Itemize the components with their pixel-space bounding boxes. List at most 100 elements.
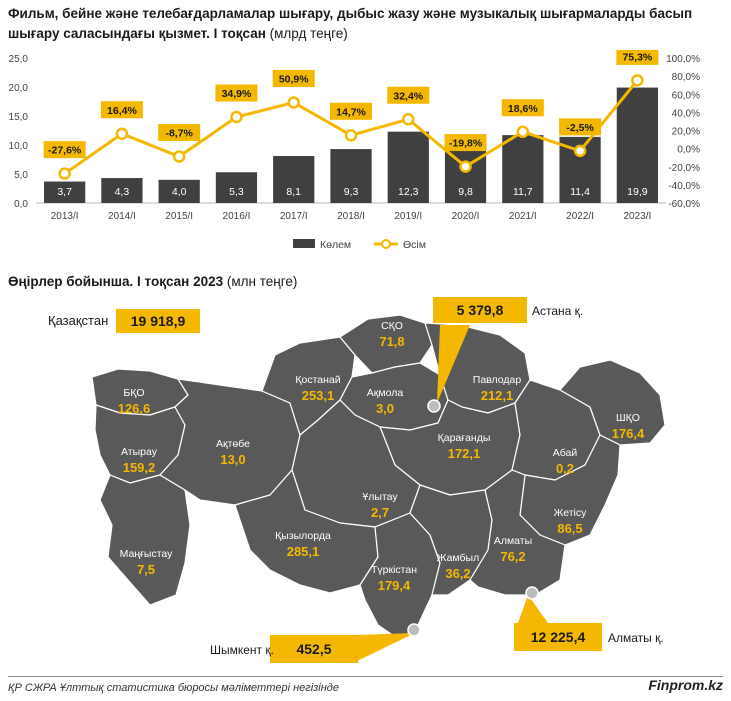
growth-label-box bbox=[158, 124, 201, 142]
region-value-1: 253,1 bbox=[302, 388, 335, 403]
growth-label: -27,6% bbox=[48, 145, 82, 157]
bar-value-label: 11,7 bbox=[513, 186, 533, 198]
region-value-4: 126,6 bbox=[118, 401, 151, 416]
total-value: 19 918,9 bbox=[131, 313, 186, 329]
y-right-tick-label: -20,0% bbox=[668, 163, 700, 174]
bar-2014/I bbox=[101, 178, 143, 203]
astana-label: Астана қ. bbox=[532, 304, 583, 318]
growth-label: -2,5% bbox=[566, 122, 594, 134]
bar-value-label: 19,9 bbox=[627, 186, 648, 198]
astana-callout: 5 379,8 Астана қ. bbox=[427, 297, 583, 413]
growth-label: 14,7% bbox=[336, 106, 366, 118]
y-left-tick-label: 0,0 bbox=[14, 199, 28, 210]
astana-value: 5 379,8 bbox=[457, 302, 504, 318]
shymkent-marker bbox=[407, 623, 421, 637]
x-tick-label: 2022/I bbox=[566, 211, 594, 222]
growth-point bbox=[573, 144, 587, 158]
growth-label: -8,7% bbox=[165, 128, 193, 140]
region-sko bbox=[339, 314, 433, 374]
region-value-3: 212,1 bbox=[481, 388, 514, 403]
legend-bar-swatch bbox=[293, 239, 315, 248]
growth-point bbox=[287, 96, 300, 109]
y-right-tick-label: 60,0% bbox=[672, 90, 700, 101]
region-value-9: 0,2 bbox=[556, 461, 574, 476]
growth-point bbox=[516, 125, 530, 139]
almaty-pointer bbox=[518, 595, 548, 623]
region-name-15: Жамбыл bbox=[437, 552, 479, 564]
growth-point bbox=[631, 74, 644, 87]
region-name-4: БҚО bbox=[123, 387, 144, 399]
region-name-6: Ақтөбе bbox=[216, 438, 250, 450]
legend-line-marker bbox=[381, 239, 391, 249]
growth-label: 50,9% bbox=[279, 73, 309, 85]
y-right-tick-label: 40,0% bbox=[672, 108, 700, 119]
bar-value-label: 5,3 bbox=[229, 186, 244, 198]
y-right-tick-label: 0,0% bbox=[677, 145, 700, 156]
chart-title-main: Фильм, бейне және телебағдарламалар шыға… bbox=[8, 6, 693, 41]
region-name-7: Қарағанды bbox=[438, 432, 491, 444]
region-name-1: Қостанай bbox=[295, 374, 340, 386]
growth-point bbox=[172, 150, 186, 163]
shymkent-value-box bbox=[270, 635, 358, 663]
y-right-tick-label: -40,0% bbox=[668, 181, 700, 192]
region-map: 5 379,8 Астана қ. 452,5 Шымкент қ. 12 22… bbox=[48, 297, 666, 663]
region-name-10: Ұлытау bbox=[362, 491, 398, 503]
region-value-14: 76,2 bbox=[500, 549, 525, 564]
x-tick-label: 2013/I bbox=[51, 211, 79, 222]
y-left-tick-label: 25,0 bbox=[9, 54, 29, 65]
source-note: ҚР СЖРА Ұлттық статистика бюросы мәлімет… bbox=[8, 682, 339, 694]
legend-bar-label: Көлем bbox=[320, 239, 351, 251]
region-value-15: 36,2 bbox=[445, 566, 470, 581]
x-tick-label: 2018/I bbox=[337, 211, 365, 222]
growth-label-box bbox=[616, 50, 659, 65]
brand-name: Finprom.kz bbox=[648, 677, 723, 693]
y-right-tick-label: 80,0% bbox=[672, 72, 700, 83]
almaty-label: Алматы қ. bbox=[608, 631, 664, 645]
region-mangystau bbox=[99, 474, 191, 606]
bar-value-label: 8,1 bbox=[286, 186, 301, 198]
growth-label: 32,4% bbox=[393, 90, 423, 102]
y-right-tick-label: 20,0% bbox=[672, 127, 700, 138]
total-label: Қазақстан bbox=[48, 313, 108, 328]
region-name-0: СҚО bbox=[381, 320, 403, 332]
bar-value-label: 4,3 bbox=[115, 186, 130, 198]
y-left-tick-label: 20,0 bbox=[9, 83, 29, 94]
bar-2023/I bbox=[616, 87, 658, 203]
growth-label-box bbox=[501, 99, 544, 117]
legend-line-label: Өсім bbox=[403, 239, 426, 251]
bar-value-label: 4,0 bbox=[172, 186, 187, 198]
growth-label: 18,6% bbox=[508, 103, 538, 115]
bar-value-label: 9,8 bbox=[458, 186, 473, 198]
growth-point bbox=[230, 110, 243, 124]
bar-2015/I bbox=[158, 179, 200, 203]
growth-label-box bbox=[215, 84, 258, 102]
x-tick-label: 2020/I bbox=[452, 211, 480, 222]
region-value-2: 3,0 bbox=[376, 401, 394, 416]
bar-2016/I bbox=[215, 172, 258, 203]
growth-label-box bbox=[43, 141, 86, 159]
growth-label: 34,9% bbox=[222, 88, 252, 100]
x-tick-label: 2016/I bbox=[223, 211, 251, 222]
map-subtitle-main: Өңірлер бойынша. I тоқсан 2023 bbox=[8, 274, 224, 289]
region-name-14: Алматы bbox=[494, 535, 532, 547]
y-left-tick-label: 10,0 bbox=[9, 141, 29, 152]
bar-value-label: 12,3 bbox=[398, 186, 419, 198]
growth-point bbox=[459, 160, 472, 173]
bar-value-label: 9,3 bbox=[344, 186, 359, 198]
x-tick-label: 2015/I bbox=[165, 211, 193, 222]
shymkent-label: Шымкент қ. bbox=[210, 643, 274, 657]
region-shko bbox=[559, 359, 666, 446]
growth-label: 75,3% bbox=[622, 51, 652, 63]
region-value-5: 159,2 bbox=[123, 460, 156, 475]
region-name-5: Атырау bbox=[121, 446, 158, 458]
region-name-11: Маңғыстау bbox=[120, 548, 174, 560]
growth-label-box bbox=[100, 101, 143, 119]
region-value-7: 172,1 bbox=[448, 446, 481, 461]
bar-value-label: 3,7 bbox=[57, 186, 72, 198]
footer-divider bbox=[8, 676, 723, 677]
shymkent-callout: 452,5 Шымкент қ. bbox=[210, 623, 421, 663]
map-subtitle: Өңірлер бойынша. I тоқсан 2023 (млн теңг… bbox=[8, 274, 297, 289]
bar-2019/I bbox=[387, 131, 429, 203]
shymkent-value: 452,5 bbox=[296, 641, 331, 657]
region-name-8: ШҚО bbox=[616, 412, 640, 424]
